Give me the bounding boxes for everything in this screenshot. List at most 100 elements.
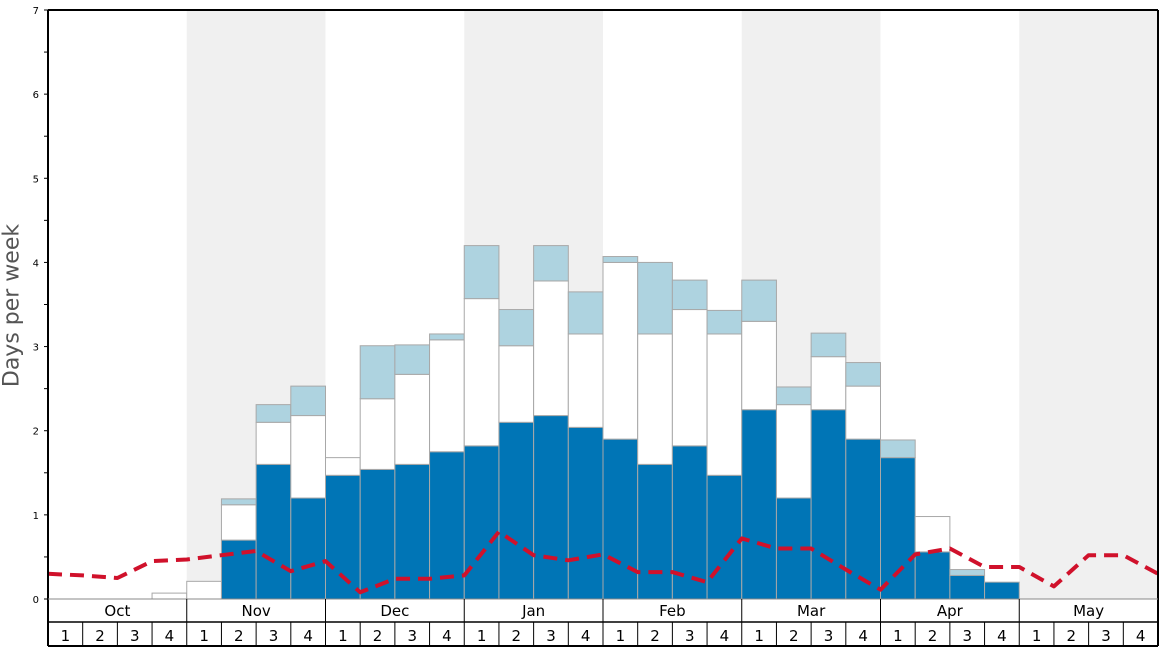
week-label: 4 bbox=[1136, 627, 1146, 645]
bar-segment-week-12-series-2 bbox=[429, 339, 465, 453]
week-label: 2 bbox=[650, 627, 660, 645]
bar-segment-week-6-series-1 bbox=[220, 539, 257, 600]
bar-segment-week-6-series-2 bbox=[220, 504, 257, 541]
bar-segment-week-24-series-2 bbox=[845, 385, 881, 440]
week-label: 3 bbox=[1101, 627, 1111, 645]
y-tick-label: 6 bbox=[33, 90, 39, 101]
week-label: 3 bbox=[824, 627, 834, 645]
week-label: 2 bbox=[1067, 627, 1077, 645]
week-label: 1 bbox=[616, 627, 626, 645]
month-label-oct: Oct bbox=[104, 602, 130, 620]
bar-segment-week-18-series-1 bbox=[637, 463, 673, 600]
bar-segment-week-20-series-1 bbox=[706, 474, 743, 600]
bar-segment-week-18-series-3 bbox=[637, 261, 673, 335]
bar-segment-week-21-series-3 bbox=[741, 279, 777, 322]
month-label-dec: Dec bbox=[380, 602, 409, 620]
y-tick-label: 3 bbox=[33, 343, 39, 354]
bar-segment-week-13-series-3 bbox=[463, 245, 500, 300]
month-label-apr: Apr bbox=[937, 602, 964, 620]
bar-segment-week-13-series-1 bbox=[463, 445, 500, 600]
bar-segment-week-5-series-2 bbox=[186, 580, 222, 600]
bar-segment-week-15-series-3 bbox=[533, 245, 569, 282]
week-label: 4 bbox=[720, 627, 730, 645]
bar-segment-week-9-series-2 bbox=[325, 457, 361, 476]
bar-segment-week-26-series-1 bbox=[914, 551, 951, 600]
week-label: 3 bbox=[269, 627, 279, 645]
y-axis-label: Days per week bbox=[0, 223, 25, 388]
week-label: 2 bbox=[373, 627, 383, 645]
y-tick-label: 5 bbox=[33, 174, 39, 185]
month-label-nov: Nov bbox=[241, 602, 270, 620]
bar-segment-week-8-series-1 bbox=[290, 497, 326, 600]
bar-segment-week-24-series-3 bbox=[845, 362, 881, 387]
bar-segment-week-15-series-2 bbox=[533, 280, 569, 417]
week-label: 4 bbox=[165, 627, 175, 645]
week-label: 1 bbox=[477, 627, 487, 645]
bar-segment-week-26-series-2 bbox=[914, 516, 951, 553]
bar-segment-week-8-series-2 bbox=[290, 415, 326, 499]
bar-segment-week-8-series-3 bbox=[290, 385, 326, 417]
bar-segment-week-14-series-3 bbox=[498, 309, 535, 347]
bar-segment-week-17-series-3 bbox=[602, 256, 639, 263]
week-label: 3 bbox=[685, 627, 695, 645]
bar-segment-week-20-series-3 bbox=[706, 309, 743, 335]
bar-segment-week-16-series-2 bbox=[567, 333, 604, 428]
bar-segment-week-27-series-1 bbox=[949, 574, 986, 600]
bar-segment-week-9-series-1 bbox=[325, 474, 361, 600]
week-label: 1 bbox=[754, 627, 764, 645]
bar-segment-week-19-series-2 bbox=[671, 309, 708, 447]
y-tick-label: 2 bbox=[33, 427, 39, 438]
bar-segment-week-25-series-1 bbox=[880, 457, 916, 600]
month-label-jan: Jan bbox=[521, 602, 545, 620]
bar-segment-week-11-series-2 bbox=[394, 373, 431, 465]
week-label: 2 bbox=[512, 627, 522, 645]
bar-segment-week-22-series-2 bbox=[775, 404, 812, 499]
bar-segment-week-21-series-2 bbox=[741, 320, 777, 411]
week-label: 1 bbox=[1032, 627, 1042, 645]
week-label: 4 bbox=[858, 627, 868, 645]
week-label: 1 bbox=[893, 627, 903, 645]
bar-segment-week-15-series-1 bbox=[533, 415, 569, 600]
week-label: 1 bbox=[338, 627, 348, 645]
week-label: 3 bbox=[407, 627, 417, 645]
bar-segment-week-4-series-2 bbox=[151, 592, 188, 600]
week-label: 2 bbox=[789, 627, 799, 645]
bar-segment-week-17-series-1 bbox=[602, 438, 639, 600]
dashed-line bbox=[47, 529, 1159, 595]
week-label: 4 bbox=[581, 627, 591, 645]
bar-segment-week-19-series-1 bbox=[671, 445, 708, 600]
bar-segment-week-23-series-1 bbox=[810, 409, 847, 600]
bar-segment-week-28-series-1 bbox=[984, 581, 1020, 600]
y-tick-label: 0 bbox=[33, 595, 39, 606]
bar-segment-week-12-series-3 bbox=[429, 333, 465, 341]
bar-segment-week-10-series-3 bbox=[359, 345, 396, 400]
bar-segment-week-7-series-2 bbox=[255, 421, 292, 465]
bar-segment-week-13-series-2 bbox=[463, 298, 500, 447]
week-label: 4 bbox=[442, 627, 452, 645]
bar-segment-week-18-series-2 bbox=[637, 333, 673, 465]
week-label: 3 bbox=[130, 627, 140, 645]
bar-segment-week-14-series-2 bbox=[498, 345, 535, 423]
week-label: 4 bbox=[303, 627, 313, 645]
week-label: 1 bbox=[61, 627, 71, 645]
bar-segment-week-25-series-3 bbox=[880, 439, 916, 459]
month-label-feb: Feb bbox=[659, 602, 686, 620]
bar-segment-week-17-series-2 bbox=[602, 261, 639, 440]
bar-segment-week-23-series-3 bbox=[810, 332, 847, 358]
bar-segment-week-22-series-3 bbox=[775, 386, 812, 406]
bar-segment-week-16-series-3 bbox=[567, 291, 604, 335]
bar-segment-week-21-series-1 bbox=[741, 409, 777, 600]
bar-segment-week-20-series-2 bbox=[706, 333, 743, 476]
bar-segment-week-7-series-1 bbox=[255, 463, 292, 600]
y-tick-label: 7 bbox=[33, 6, 39, 17]
week-label: 3 bbox=[962, 627, 972, 645]
bar-segment-week-24-series-1 bbox=[845, 438, 881, 600]
bar-segment-week-11-series-3 bbox=[394, 344, 431, 375]
month-label-may: May bbox=[1073, 602, 1104, 620]
bar-segment-week-14-series-1 bbox=[498, 421, 535, 600]
bar-segment-week-10-series-1 bbox=[359, 468, 396, 600]
week-label: 3 bbox=[546, 627, 556, 645]
week-label: 2 bbox=[234, 627, 244, 645]
bar-segment-week-23-series-2 bbox=[810, 356, 847, 411]
